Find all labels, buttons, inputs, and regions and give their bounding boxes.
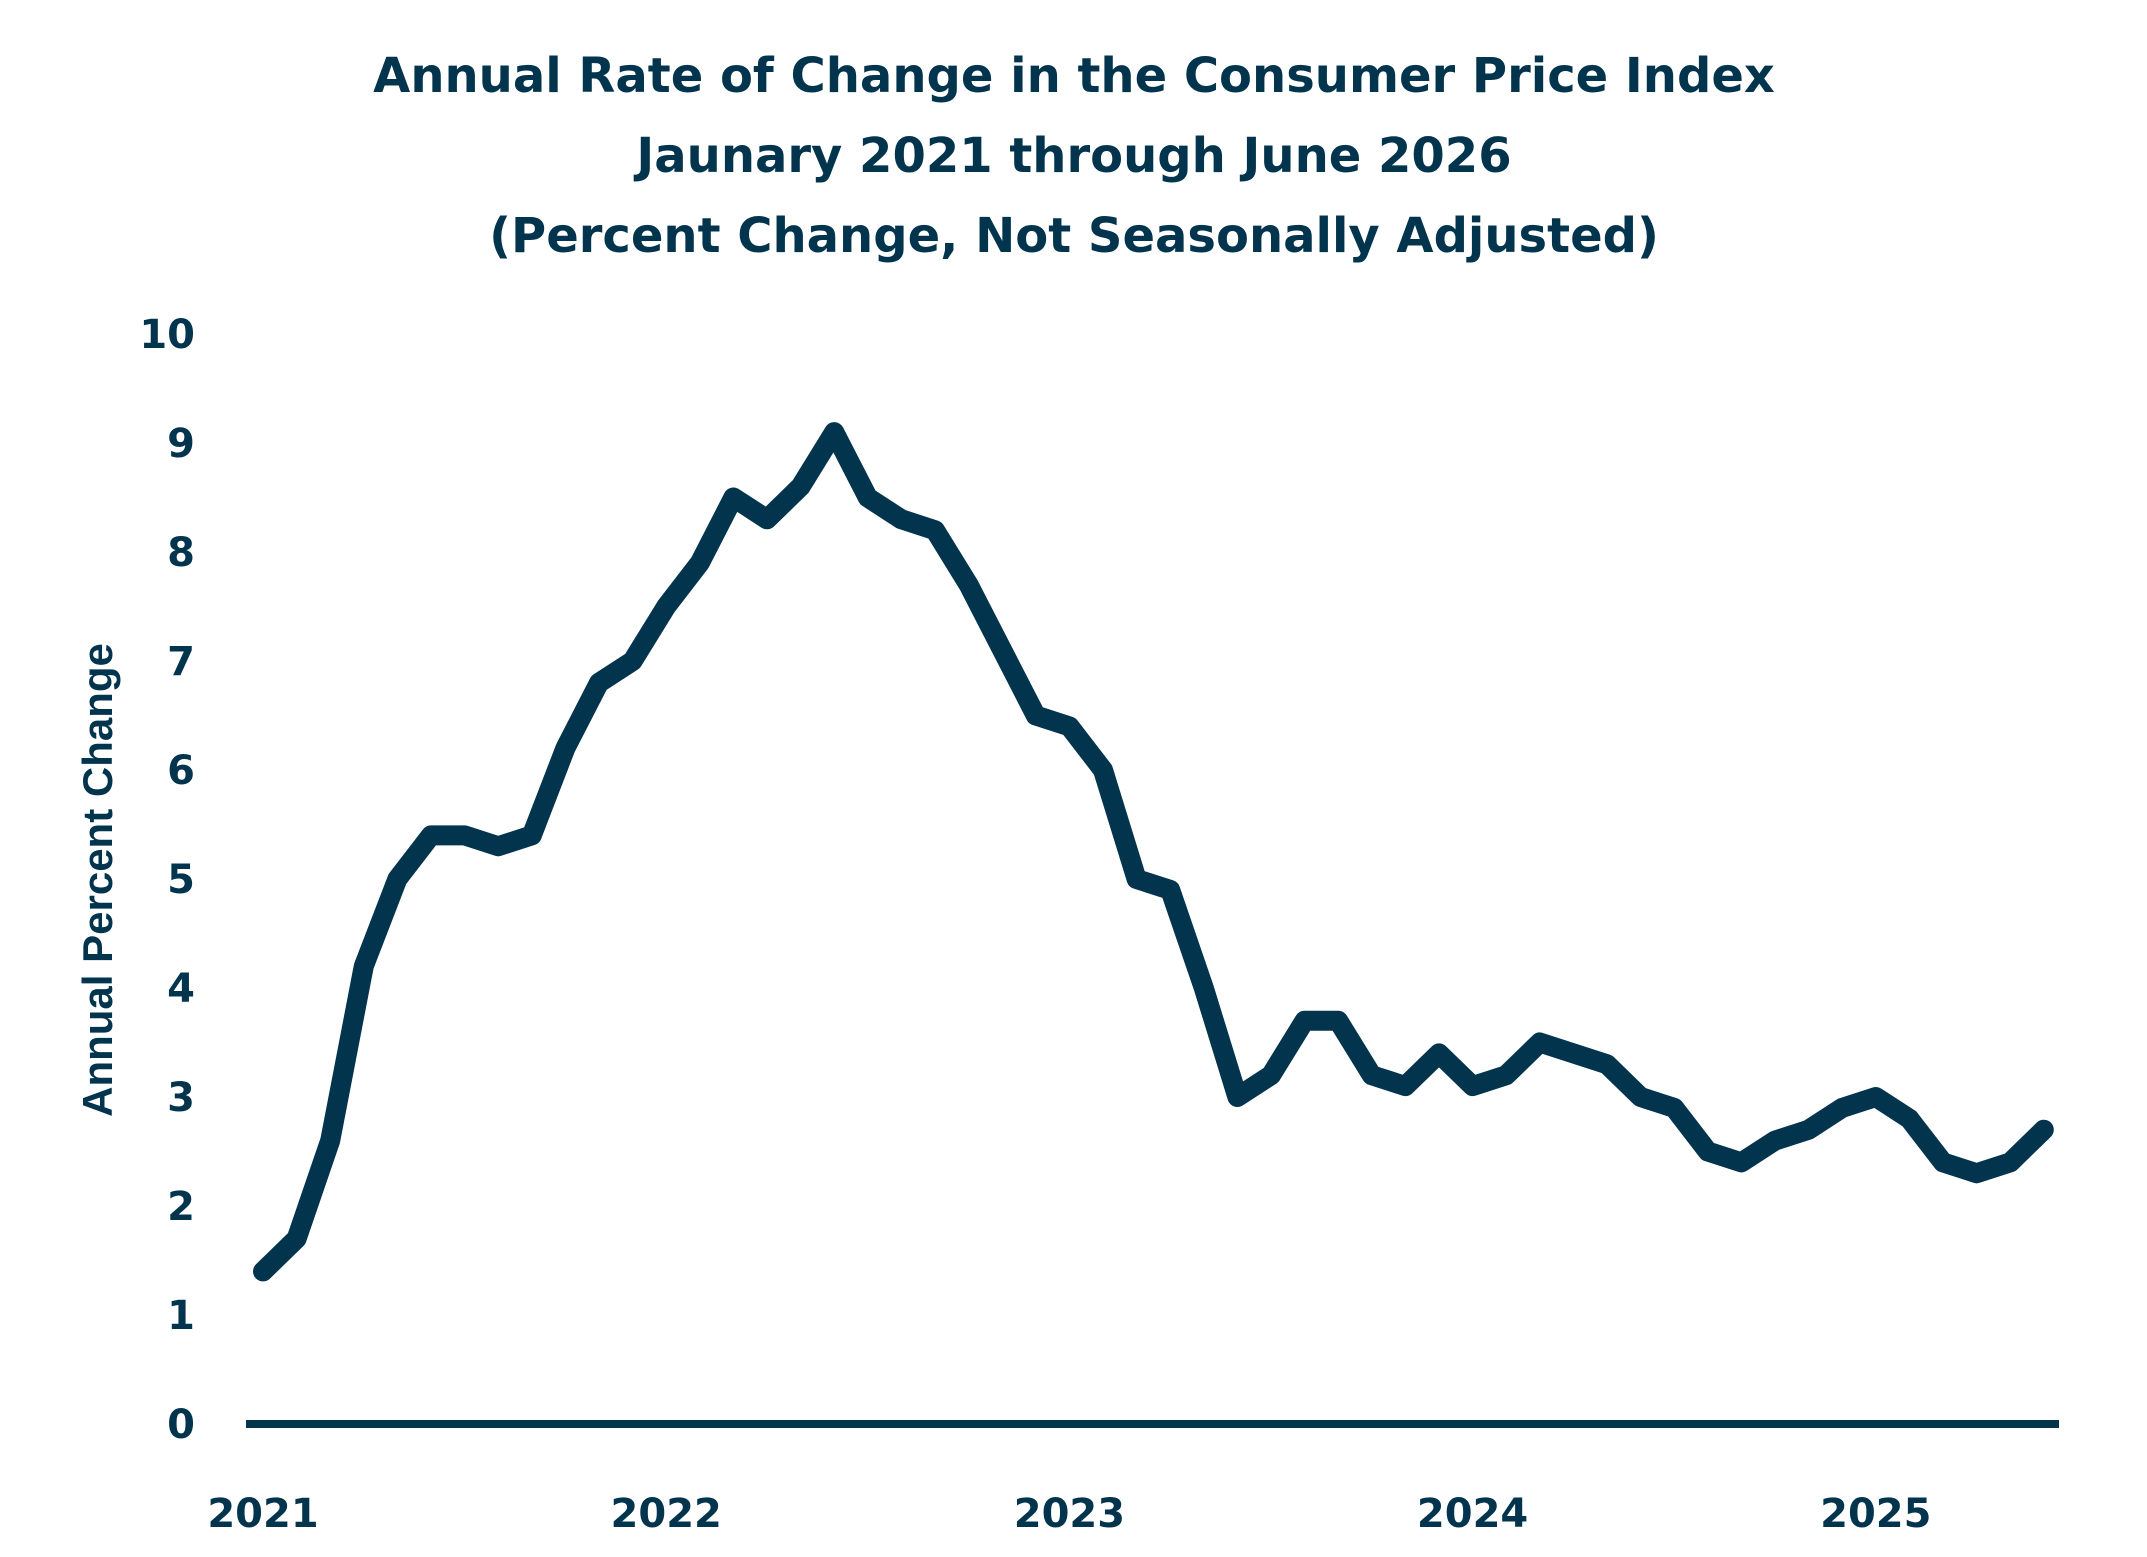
series-line (253, 422, 2054, 1282)
x-tick-label: 2024 (1417, 1491, 1528, 1537)
y-tick-label: 0 (167, 1402, 195, 1448)
y-tick-label: 1 (167, 1293, 195, 1339)
title-line-1: Annual Rate of Change in the Consumer Pr… (373, 48, 1775, 104)
y-tick-label: 10 (139, 312, 195, 358)
x-tick-label: 2022 (611, 1491, 722, 1537)
x-tick-label: 2023 (1014, 1491, 1125, 1537)
series-group (253, 422, 2054, 1282)
y-tick-label: 6 (167, 748, 195, 794)
x-axis-ticks: 2021 2022 2023 2024 2025 (207, 1491, 1931, 1537)
y-axis-ticks: 0 1 2 3 4 5 6 7 8 9 10 (139, 312, 195, 1448)
y-tick-label: 7 (167, 639, 195, 685)
y-tick-label: 5 (167, 857, 195, 903)
title-line-3: (Percent Change, Not Seasonally Adjusted… (489, 208, 1659, 264)
y-tick-label: 3 (167, 1075, 195, 1121)
y-tick-label: 9 (167, 421, 195, 467)
y-axis-label: Annual Percent Change (74, 643, 121, 1117)
x-tick-label: 2021 (207, 1491, 318, 1537)
y-tick-label: 2 (167, 1184, 195, 1230)
x-tick-label: 2025 (1820, 1491, 1931, 1537)
y-tick-label: 8 (167, 530, 195, 576)
y-tick-label: 4 (167, 966, 195, 1012)
chart-title: Annual Rate of Change in the Consumer Pr… (373, 48, 1775, 264)
title-line-2: Jaunary 2021 through June 2026 (633, 128, 1511, 184)
